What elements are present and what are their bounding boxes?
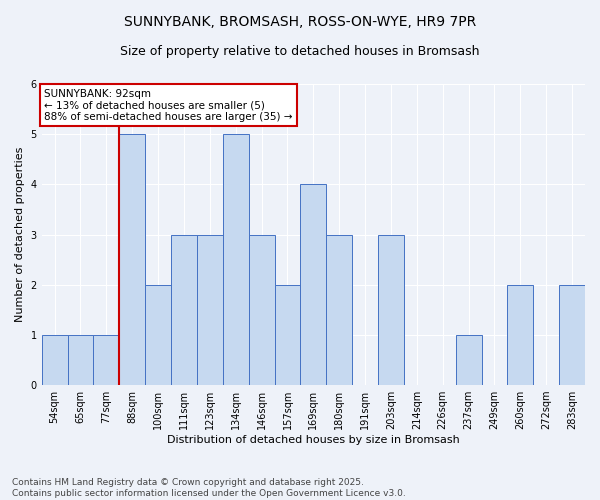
Bar — [559, 284, 585, 385]
Bar — [197, 234, 223, 385]
Bar — [145, 284, 171, 385]
Text: Contains HM Land Registry data © Crown copyright and database right 2025.
Contai: Contains HM Land Registry data © Crown c… — [12, 478, 406, 498]
Bar — [171, 234, 197, 385]
Bar — [68, 335, 94, 385]
Bar — [248, 234, 275, 385]
Text: SUNNYBANK: 92sqm
← 13% of detached houses are smaller (5)
88% of semi-detached h: SUNNYBANK: 92sqm ← 13% of detached house… — [44, 88, 293, 122]
Bar — [275, 284, 301, 385]
Bar — [119, 134, 145, 385]
Bar — [378, 234, 404, 385]
Bar — [508, 284, 533, 385]
Bar — [223, 134, 248, 385]
Y-axis label: Number of detached properties: Number of detached properties — [15, 147, 25, 322]
Bar — [41, 335, 68, 385]
Bar — [94, 335, 119, 385]
Text: Size of property relative to detached houses in Bromsash: Size of property relative to detached ho… — [120, 45, 480, 58]
Bar — [301, 184, 326, 385]
Bar — [455, 335, 482, 385]
Text: SUNNYBANK, BROMSASH, ROSS-ON-WYE, HR9 7PR: SUNNYBANK, BROMSASH, ROSS-ON-WYE, HR9 7P… — [124, 15, 476, 29]
Bar — [326, 234, 352, 385]
X-axis label: Distribution of detached houses by size in Bromsash: Distribution of detached houses by size … — [167, 435, 460, 445]
